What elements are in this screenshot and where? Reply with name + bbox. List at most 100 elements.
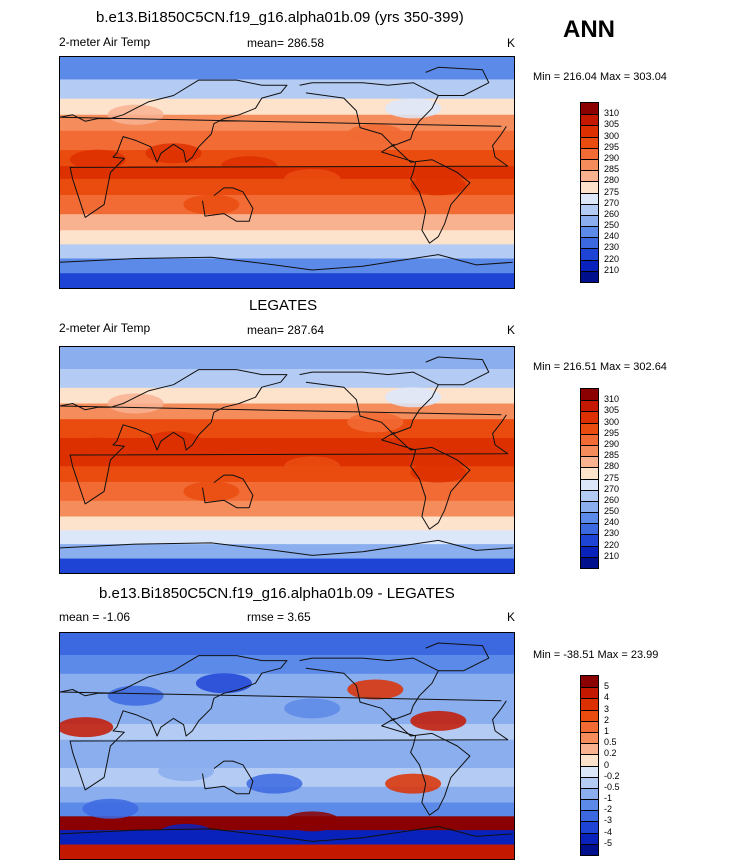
map0-svg	[60, 57, 514, 288]
latitude-band	[60, 368, 514, 389]
temperature-colorbar-1-tick-label: 220	[604, 253, 620, 264]
field-anomaly	[410, 710, 467, 731]
temperature-colorbar-1-tick-label: 305	[604, 119, 620, 130]
temperature-colorbar-1-swatch	[581, 136, 598, 148]
latitude-band	[60, 466, 514, 483]
latitude-band	[60, 438, 514, 455]
temperature-colorbar-2-swatch	[581, 534, 598, 546]
temperature-colorbar-1-tick-label: 260	[604, 208, 620, 219]
temperature-colorbar-2-swatch	[581, 500, 598, 513]
latitude-band	[60, 654, 514, 675]
field-anomaly	[347, 124, 404, 144]
coastline	[425, 66, 490, 96]
panel-model-map	[59, 56, 515, 289]
field-anomaly	[107, 104, 164, 125]
temperature-colorbar-2-tick-label: 270	[604, 483, 620, 494]
difference-colorbar	[580, 675, 599, 856]
panel-diff-minmax: Min = -38.51 Max = 23.99	[533, 649, 659, 661]
temperature-colorbar-1-swatch	[581, 226, 598, 238]
field-anomaly	[145, 431, 202, 452]
temperature-colorbar-1-swatch	[581, 270, 598, 282]
temperature-colorbar-1-tick-label: 270	[604, 197, 620, 208]
field-anomaly	[410, 175, 467, 196]
temperature-colorbar-1-tick-label: 280	[604, 175, 620, 186]
difference-colorbar-swatch	[581, 731, 598, 744]
latitude-band	[60, 516, 514, 531]
difference-colorbar-tick-label: 4	[604, 692, 610, 703]
temperature-colorbar-2-swatch	[581, 456, 598, 468]
temperature-colorbar-1-tick-label: 210	[604, 264, 620, 275]
panel-model-title: b.e13.Bi1850C5CN.f19_g16.alpha01b.09 (yr…	[96, 9, 464, 26]
panel-obs-map	[59, 346, 515, 574]
difference-colorbar-swatch	[581, 810, 598, 822]
panel-obs-minmax: Min = 216.51 Max = 302.64	[533, 361, 667, 373]
temperature-colorbar-1-tick-label: 310	[604, 108, 620, 119]
coastline	[60, 539, 513, 556]
temperature-colorbar-1-tick-label: 300	[604, 130, 620, 141]
difference-colorbar-tick-label: 0.2	[604, 748, 617, 759]
field-anomaly	[221, 156, 278, 177]
temperature-colorbar-2-tick-label: 300	[604, 416, 620, 427]
panel-obs-units: K	[507, 323, 516, 337]
difference-colorbar-tick-label: 2	[604, 714, 610, 725]
difference-colorbar-swatch	[581, 799, 598, 811]
temperature-colorbar-1-swatch	[581, 125, 598, 137]
latitude-band	[60, 178, 514, 196]
difference-colorbar-tick-label: 0	[604, 759, 610, 770]
latitude-band	[60, 194, 514, 215]
temperature-colorbar-1-swatch	[581, 214, 598, 227]
coastline	[60, 825, 513, 842]
panel-diff-rmse: rmse = 3.65	[247, 610, 311, 624]
latitude-band	[60, 724, 514, 741]
difference-colorbar-tick-label: 0.5	[604, 737, 617, 748]
temperature-colorbar-1-tick-label: 250	[604, 220, 620, 231]
temperature-colorbar-2-tick-label: 310	[604, 394, 620, 405]
difference-colorbar-swatch	[581, 843, 598, 855]
coastline	[60, 254, 513, 271]
season-label: ANN	[563, 16, 615, 43]
panel-model-mean: mean= 286.58	[247, 36, 325, 50]
latitude-band	[60, 633, 514, 656]
coastline	[425, 356, 490, 386]
difference-colorbar-tick-label: 3	[604, 703, 610, 714]
panel-model-variable: 2-meter Air Temp	[59, 35, 151, 49]
difference-colorbar-tick-label: -0.2	[604, 770, 620, 781]
coastline	[425, 642, 490, 672]
field-anomaly	[284, 811, 341, 832]
latitude-band	[60, 844, 514, 859]
latitude-band	[60, 114, 514, 132]
temperature-colorbar-1-tick-label: 285	[604, 164, 620, 175]
map1-svg	[60, 347, 514, 573]
temperature-colorbar-2	[580, 388, 599, 569]
temperature-colorbar-1-swatch	[581, 248, 598, 260]
difference-colorbar-tick-label: 1	[604, 725, 610, 736]
field-anomaly	[158, 761, 215, 782]
panel-obs-variable: 2-meter Air Temp	[59, 321, 151, 335]
temperature-colorbar-2-swatch	[581, 512, 598, 524]
temperature-colorbar-1-swatch	[581, 181, 598, 193]
map2-svg	[60, 633, 514, 859]
difference-colorbar-swatch	[581, 765, 598, 777]
coastline	[60, 655, 509, 791]
latitude-band	[60, 530, 514, 545]
temperature-colorbar-2-swatch	[581, 556, 598, 568]
temperature-colorbar-2-swatch	[581, 400, 598, 412]
coastline	[202, 474, 254, 509]
temperature-colorbar-2-swatch	[581, 444, 598, 457]
latitude-band	[60, 419, 514, 439]
temperature-colorbar-1-swatch	[581, 170, 598, 182]
latitude-band	[60, 558, 514, 573]
latitude-band	[60, 273, 514, 288]
temperature-colorbar-2-tick-label: 260	[604, 494, 620, 505]
panel-diff-title: b.e13.Bi1850C5CN.f19_g16.alpha01b.09 - L…	[99, 585, 455, 602]
difference-colorbar-swatch	[581, 676, 598, 688]
temperature-colorbar-1-swatch	[581, 192, 598, 204]
temperature-colorbar-1-tick-label: 240	[604, 231, 620, 242]
field-anomaly	[158, 823, 215, 844]
difference-colorbar-swatch	[581, 754, 598, 766]
field-anomaly	[183, 194, 240, 215]
latitude-band	[60, 57, 514, 80]
latitude-band	[60, 500, 514, 517]
panel-model-units: K	[507, 36, 516, 50]
latitude-band	[60, 752, 514, 769]
